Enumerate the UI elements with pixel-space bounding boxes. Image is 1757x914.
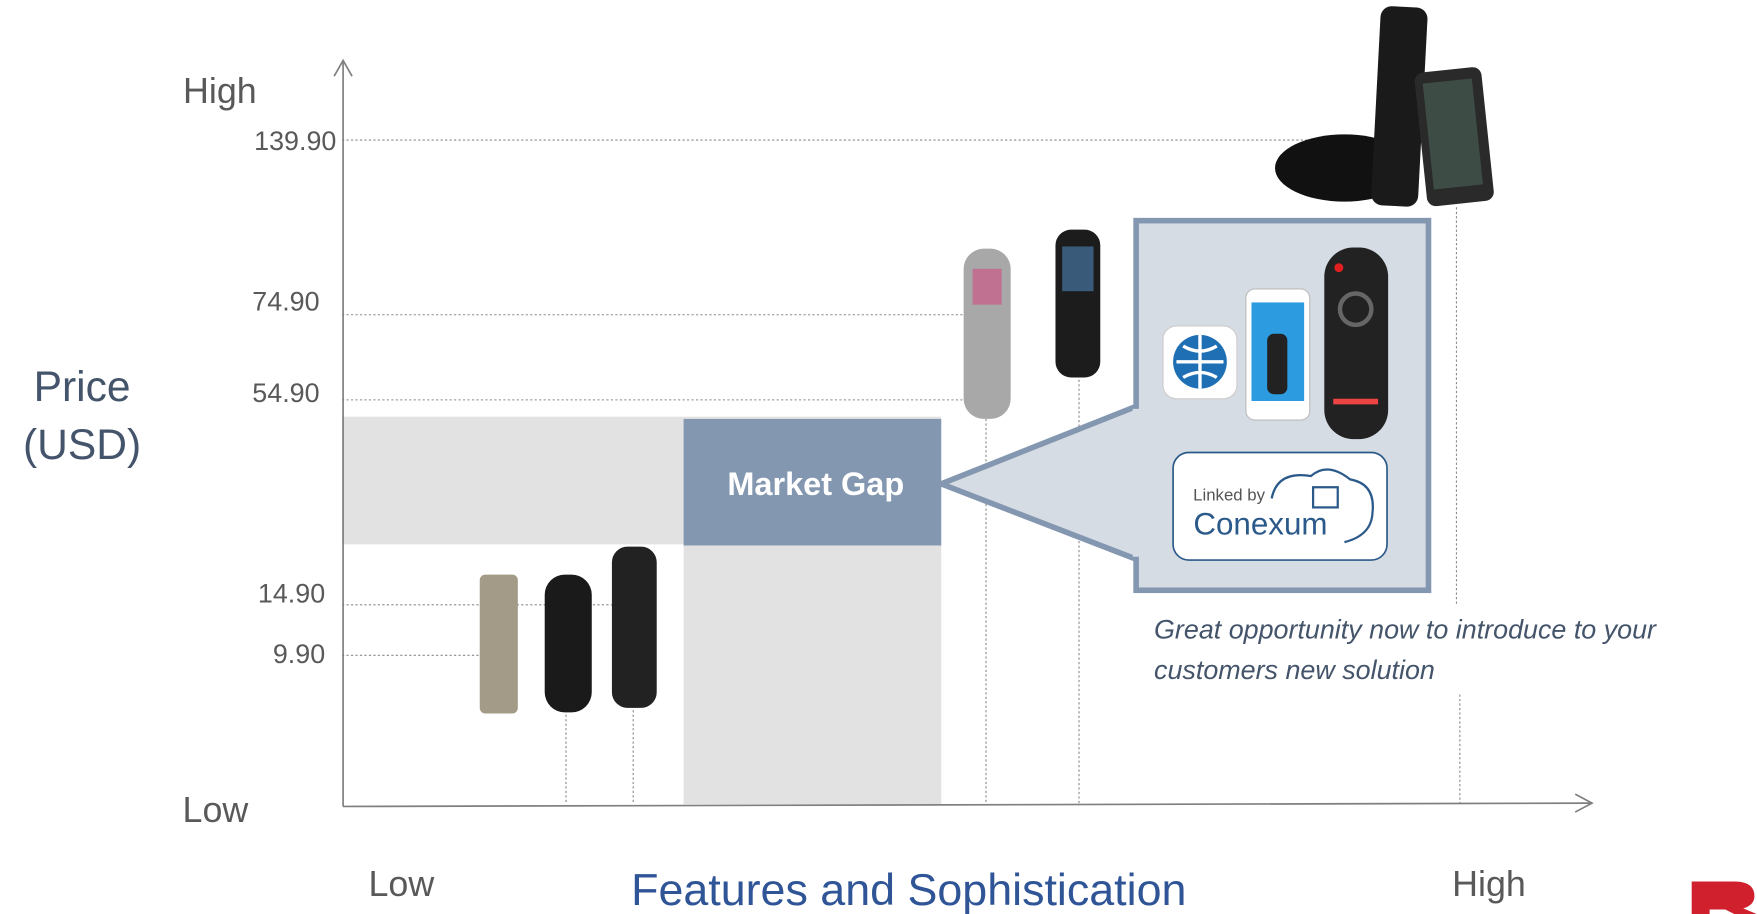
y-title: Price [34,363,131,411]
x-title: Features and Sophistication [631,865,1186,914]
linked-by: Linked by [1193,486,1266,505]
gap-label: Market Gap [727,466,904,502]
callout-pointer [933,401,1142,565]
price-label: 54.90 [252,378,319,408]
y-low: Low [183,790,249,830]
axes [333,58,1594,813]
remote-images [479,6,1494,714]
gap-box [683,418,942,546]
price-label: 9.90 [273,639,325,669]
x-high: High [1452,864,1526,904]
y-title: (USD) [23,421,141,469]
callout-icons [1162,247,1389,561]
price-label: 14.90 [258,579,325,609]
x-low: Low [368,864,434,904]
note: Great opportunity now to introduce to yo… [1154,614,1657,644]
brand: Conexum [1193,506,1327,541]
gap-column [683,544,942,805]
price-label: 139.90 [254,126,336,156]
y-high: High [183,71,257,111]
logo [1691,881,1757,914]
price-label: 74.90 [252,286,319,316]
note: customers new solution [1154,655,1435,685]
